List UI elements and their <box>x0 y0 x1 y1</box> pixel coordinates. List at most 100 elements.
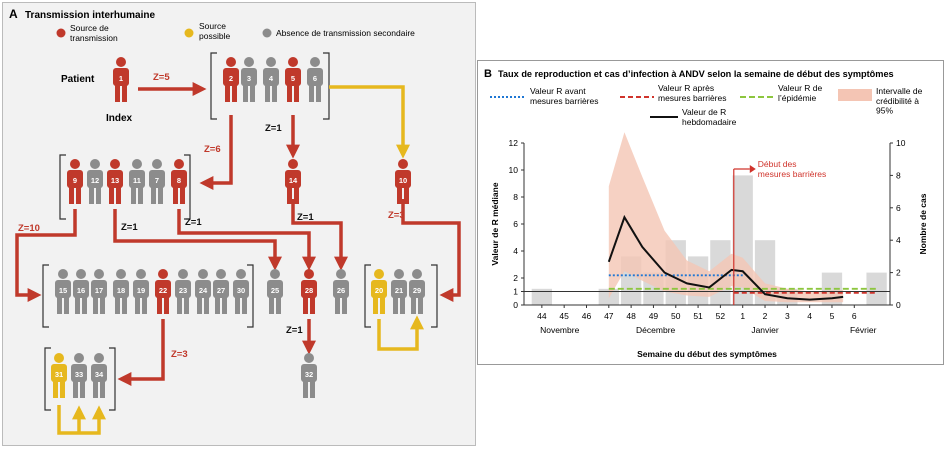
person-head <box>216 269 226 279</box>
person-id: 13 <box>111 176 119 185</box>
person-head <box>394 269 404 279</box>
bracket-left <box>42 264 49 328</box>
person-body <box>55 280 71 298</box>
person-id: 30 <box>237 286 245 295</box>
person-body <box>175 280 191 298</box>
person-body <box>233 280 249 298</box>
person-head <box>174 159 184 169</box>
arrow-6-to-10 <box>329 85 410 159</box>
y2-tick-label: 2 <box>896 268 901 278</box>
person-icon: 4 <box>263 57 279 102</box>
person-leg <box>225 85 230 102</box>
person-leg <box>75 297 80 314</box>
person-leg <box>115 297 120 314</box>
person-leg <box>76 187 81 204</box>
z-label: Z=3 <box>388 210 405 221</box>
person-icon: 25 <box>267 269 283 314</box>
person-id: 4 <box>269 74 274 83</box>
x-axis-title: Semaine du début des symptômes <box>637 349 777 359</box>
person-leg <box>235 297 240 314</box>
person-icon: 6 <box>307 57 323 102</box>
person-head <box>116 269 126 279</box>
person-id: 10 <box>399 176 407 185</box>
person-icon: 23 <box>175 269 191 314</box>
arrow-14-to-26 <box>291 199 348 271</box>
z-label: Z=6 <box>204 144 221 155</box>
person-head <box>236 269 246 279</box>
person-leg <box>158 187 163 204</box>
person-body <box>73 280 89 298</box>
person-id: 21 <box>395 286 403 295</box>
person-leg <box>404 187 409 204</box>
z-label: Z=1 <box>185 217 202 228</box>
z-label: Z=1 <box>297 212 314 223</box>
person-leg <box>93 297 98 314</box>
person-head <box>110 159 120 169</box>
person-leg <box>73 381 78 398</box>
legend-dot-yellow <box>184 28 194 38</box>
person-leg <box>173 187 178 204</box>
x-tick-label: 1 <box>740 311 745 321</box>
person-leg <box>122 85 127 102</box>
legend-ci: Intervalle de crédibilité à 95% <box>876 86 923 116</box>
person-body <box>285 68 301 86</box>
person-leg <box>243 85 248 102</box>
z-label: Z=5 <box>153 72 170 83</box>
person-leg <box>265 85 270 102</box>
person-body <box>113 68 129 86</box>
person-id: 3 <box>247 74 251 83</box>
person-head <box>136 269 146 279</box>
person-icon: 26 <box>333 269 349 314</box>
person-id: 6 <box>313 74 317 83</box>
arrow-10-to-group <box>401 199 461 302</box>
arrow-20-loop <box>377 315 424 351</box>
person-body <box>71 364 87 382</box>
legend-after: Valeur R après mesures barrières <box>658 83 727 103</box>
intervention-arrowhead <box>749 165 756 173</box>
person-head <box>178 269 188 279</box>
bracket-right <box>109 347 116 411</box>
y-tick-label: 1 <box>513 287 518 297</box>
person-leg <box>131 187 136 204</box>
arrow-9-to-group <box>15 209 77 302</box>
person-leg <box>122 297 127 314</box>
legend-dot-red <box>56 28 66 38</box>
person-leg <box>138 187 143 204</box>
y-tick-label: 12 <box>509 138 519 148</box>
person-leg <box>215 297 220 314</box>
y2-tick-label: 8 <box>896 170 901 180</box>
person-body <box>307 68 323 86</box>
person-leg <box>184 297 189 314</box>
person-icon: 7 <box>149 159 165 204</box>
arrow-13-to-25 <box>113 209 282 271</box>
person-leg <box>116 187 121 204</box>
bracket-left <box>364 264 371 328</box>
person-leg <box>197 297 202 314</box>
person-leg <box>80 381 85 398</box>
person-body <box>213 280 229 298</box>
person-icon: 5 <box>285 57 301 102</box>
person-head <box>288 159 298 169</box>
y-tick-label: 6 <box>513 219 518 229</box>
y-axis-title: Valeur de R médiane <box>490 182 500 265</box>
z-label: Z=3 <box>171 349 188 360</box>
z-label: Z=1 <box>265 123 282 134</box>
person-leg <box>60 381 65 398</box>
person-leg <box>100 297 105 314</box>
panel-title: Transmission interhumaine <box>25 10 155 21</box>
person-leg <box>418 297 423 314</box>
x-tick-label: 5 <box>830 311 835 321</box>
z-label: Z=1 <box>286 325 303 336</box>
person-icon: 20 <box>371 269 387 314</box>
y-tick-label: 0 <box>513 300 518 310</box>
transmission-diagram: A Transmission interhumaine Source de trans… <box>9 7 461 435</box>
person-leg <box>96 187 101 204</box>
person-leg <box>397 187 402 204</box>
person-head <box>116 57 126 67</box>
person-body <box>223 68 239 86</box>
person-icon: 13 <box>107 159 123 204</box>
person-icon: 15 <box>55 269 71 314</box>
chart-label: B <box>484 68 492 80</box>
person-leg <box>303 297 308 314</box>
person-leg <box>222 297 227 314</box>
